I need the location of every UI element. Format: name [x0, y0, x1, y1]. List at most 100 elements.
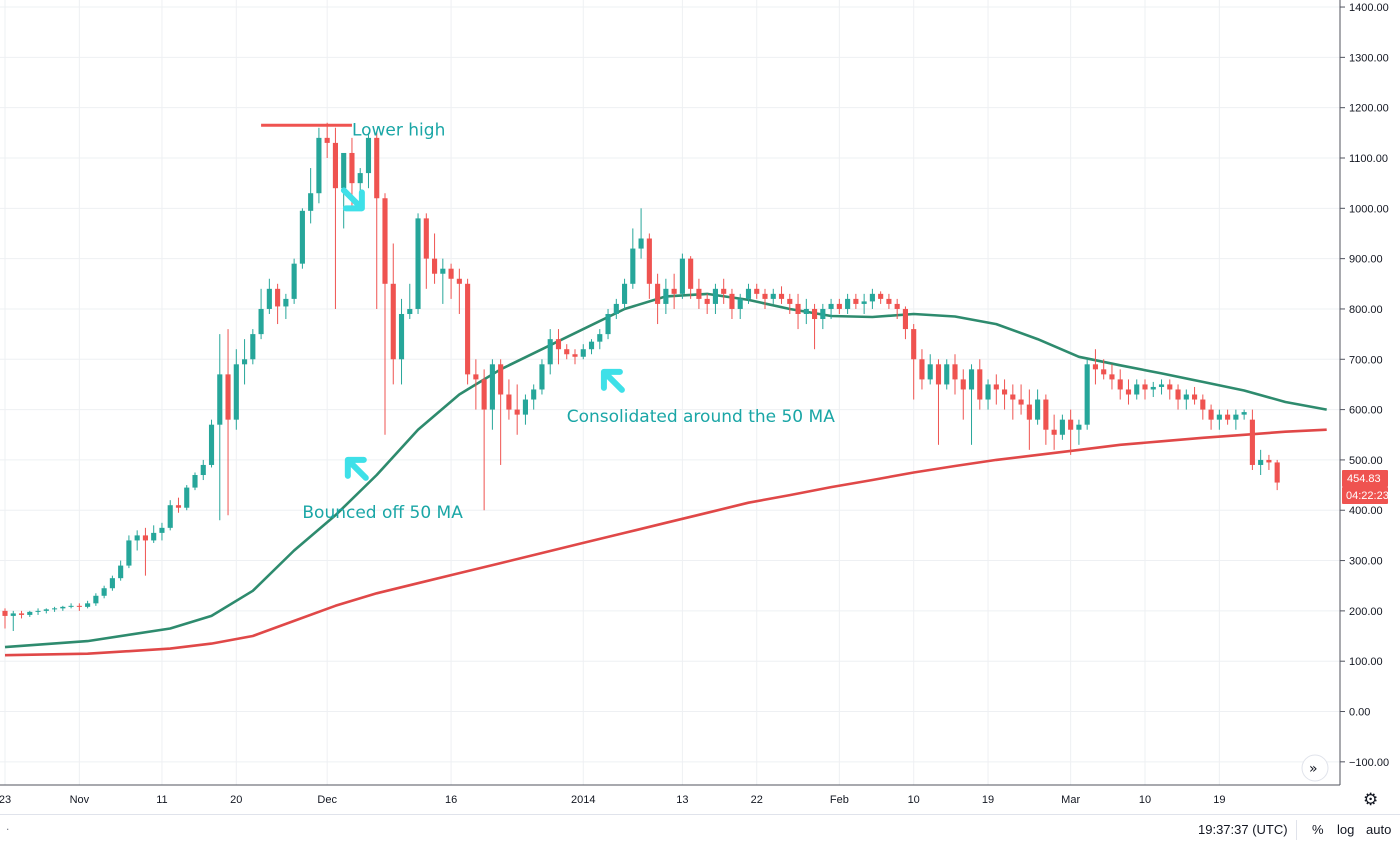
candle-body [142, 535, 148, 541]
candle-body [473, 374, 479, 380]
candle-up [134, 530, 140, 551]
candle-body [118, 565, 124, 579]
candle-up [679, 253, 685, 299]
candle-body [365, 137, 372, 174]
candle-down [1142, 379, 1148, 400]
percent-scale-button[interactable]: % [1312, 822, 1324, 837]
candle-body [423, 218, 429, 259]
candle-down [787, 293, 793, 314]
candle-body [1010, 394, 1016, 400]
candle-body [68, 605, 74, 607]
price-tick-label: 400.00 [1349, 505, 1383, 517]
candle-up [101, 585, 107, 599]
candle-body [968, 369, 975, 390]
candle-body [250, 334, 256, 360]
candle-down [952, 354, 958, 395]
utc-clock[interactable]: 19:37:37 (UTC) [1198, 822, 1288, 837]
date-tick-label: 22 [751, 794, 763, 806]
candle-body [52, 608, 58, 610]
candle-body [151, 532, 157, 541]
price-axis-bg[interactable] [1340, 0, 1400, 785]
candle-body [1200, 399, 1206, 410]
candle-down [960, 369, 966, 420]
toolbar-separator [1296, 820, 1297, 840]
log-scale-button[interactable]: log [1337, 822, 1355, 837]
candle-body [1109, 374, 1115, 380]
candle-down [1109, 364, 1115, 390]
candle-up [869, 288, 875, 309]
candle-body [944, 364, 950, 385]
candle-down [935, 359, 942, 445]
candle-down [506, 379, 512, 420]
candle-up [1183, 389, 1189, 410]
candle-up [308, 168, 314, 224]
candle-body [630, 248, 636, 284]
candle-body [588, 341, 595, 350]
date-tick-label: 20 [230, 794, 242, 806]
candle-up [622, 278, 628, 309]
candle-down [655, 273, 661, 325]
candle-down [919, 349, 925, 390]
candle-body [225, 374, 231, 420]
candle-up [299, 208, 305, 269]
candle-down [721, 278, 727, 304]
candle-up [588, 339, 595, 355]
candle-up [828, 298, 834, 320]
date-tick-label: 2014 [571, 794, 595, 806]
candle-body [1134, 384, 1140, 395]
candle-up [1150, 381, 1156, 398]
candle-down [175, 497, 182, 513]
candle-down [1125, 379, 1132, 405]
gear-icon: ⚙ [1363, 790, 1378, 810]
candle-down [1092, 349, 1098, 385]
price-tick-label: 1200.00 [1349, 103, 1389, 115]
candle-body [43, 609, 49, 611]
candle-body [217, 374, 223, 425]
scroll-to-realtime-button[interactable]: » [1301, 754, 1329, 782]
candle-body [440, 268, 446, 274]
candle-body [927, 364, 933, 380]
date-tick-label: 13 [676, 794, 688, 806]
price-tick-label: 1300.00 [1349, 52, 1389, 64]
candle-up [1134, 379, 1140, 400]
candle-body [919, 359, 925, 380]
candle-up [605, 308, 611, 340]
candle-body [787, 298, 793, 304]
candle-up [27, 610, 33, 617]
candle-body [465, 283, 471, 375]
candle-body [836, 303, 842, 309]
candle-up [43, 608, 49, 614]
candle-body [432, 258, 438, 274]
date-tick-label: Nov [70, 794, 90, 806]
candle-body [754, 288, 760, 294]
candle-down [1225, 409, 1231, 425]
candle-down [432, 233, 438, 284]
candle-body [522, 399, 528, 415]
candle-down [18, 610, 25, 619]
candle-down [555, 329, 562, 365]
candle-up [531, 384, 537, 410]
candle-down [1208, 404, 1214, 430]
candle-body [481, 379, 487, 410]
settings-button[interactable]: ⚙ [1363, 790, 1378, 810]
candle-body [275, 288, 281, 307]
candle-up [1076, 419, 1082, 445]
candle-down [1026, 389, 1032, 450]
candle-body [770, 293, 776, 299]
candle-body [539, 364, 545, 390]
time-axis-bg[interactable] [0, 785, 1340, 814]
price-tick-label: 100.00 [1349, 656, 1383, 668]
candle-up [258, 288, 264, 340]
candle-body [498, 364, 504, 395]
candle-body [18, 613, 25, 615]
date-tick-label: 19 [1213, 794, 1225, 806]
candle-body [398, 313, 405, 360]
candle-body [291, 263, 297, 299]
auto-scale-button[interactable]: auto [1366, 822, 1392, 837]
date-tick-label: 23 [0, 794, 11, 806]
candle-body [638, 238, 644, 249]
price-tick-label: 600.00 [1349, 405, 1383, 417]
price-tick-label: 1400.00 [1349, 2, 1389, 14]
last-price-tag: 454.83 [1342, 470, 1388, 487]
